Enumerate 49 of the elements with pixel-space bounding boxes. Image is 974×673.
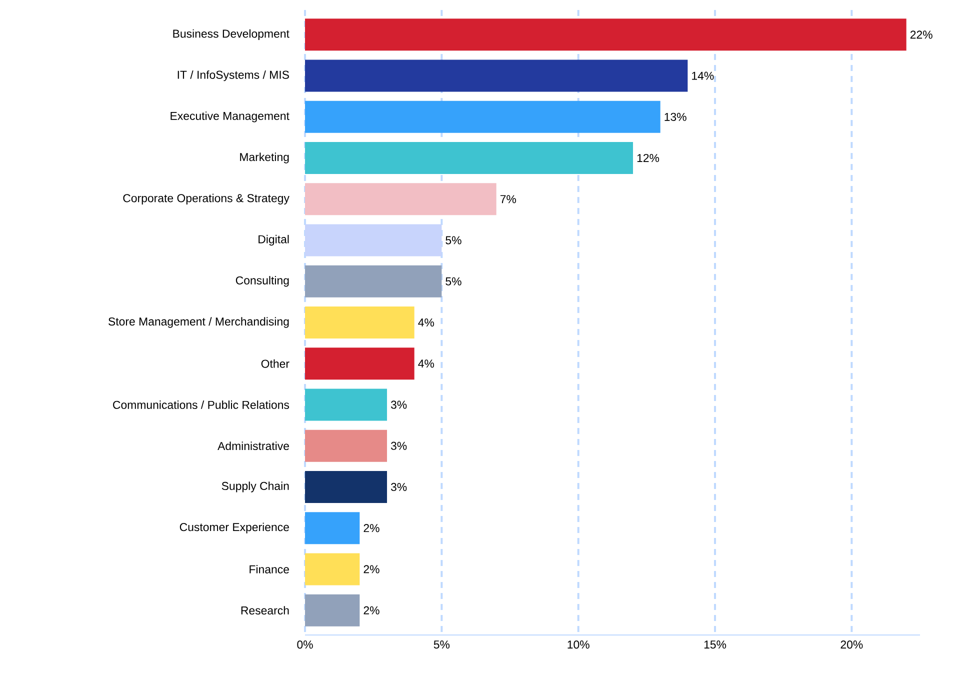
bar bbox=[305, 142, 634, 174]
y-tick-label: Other bbox=[261, 359, 290, 368]
data-label: 3% bbox=[390, 400, 407, 409]
data-label: 22% bbox=[910, 30, 932, 39]
x-tick-label: 10% bbox=[568, 640, 590, 649]
bar bbox=[305, 470, 388, 503]
y-tick-label: Store Management / Merchandising bbox=[108, 317, 289, 328]
data-label: 7% bbox=[500, 195, 516, 204]
y-tick-label: Supply Chain bbox=[222, 482, 289, 492]
data-label: 13% bbox=[664, 112, 686, 121]
data-label: 14% bbox=[692, 72, 714, 80]
bar bbox=[305, 265, 442, 298]
data-label: 5% bbox=[446, 236, 462, 244]
bar bbox=[305, 100, 660, 133]
y-tick-label: Finance bbox=[250, 565, 289, 574]
data-label: 2% bbox=[364, 606, 380, 614]
x-tick-label: 15% bbox=[704, 640, 726, 649]
bar bbox=[305, 594, 360, 626]
y-tick-label: Communications / Public Relations bbox=[113, 400, 290, 409]
data-label: 2% bbox=[364, 565, 380, 574]
y-tick-label: Research bbox=[241, 606, 289, 615]
x-tick-label: 5% bbox=[434, 640, 450, 649]
data-label: 3% bbox=[390, 442, 407, 450]
y-tick-label: Executive Management bbox=[170, 112, 290, 122]
data-label: 4% bbox=[418, 318, 434, 326]
bar bbox=[305, 512, 360, 544]
y-tick-label: Consulting bbox=[236, 276, 289, 287]
bar bbox=[305, 183, 496, 216]
bar bbox=[305, 430, 388, 462]
data-label: 2% bbox=[364, 524, 380, 532]
bar bbox=[305, 18, 906, 51]
y-tick-label: Business Development bbox=[173, 29, 290, 40]
data-label: 12% bbox=[637, 154, 660, 162]
data-label: 4% bbox=[418, 360, 434, 368]
y-tick-label: Customer Experience bbox=[180, 522, 289, 534]
y-tick-label: Corporate Operations & Strategy bbox=[123, 194, 290, 204]
bar bbox=[305, 553, 360, 586]
data-label: 3% bbox=[390, 482, 407, 492]
bar bbox=[305, 60, 688, 92]
y-tick-label: IT / InfoSystems / MIS bbox=[178, 70, 289, 82]
y-tick-label: Marketing bbox=[240, 152, 289, 164]
bar bbox=[305, 348, 414, 380]
x-tick-label: 0% bbox=[297, 640, 313, 649]
y-tick-label: Digital bbox=[258, 234, 289, 246]
y-tick-label: Administrative bbox=[218, 442, 289, 450]
x-tick-label: 20% bbox=[840, 640, 863, 649]
bar bbox=[305, 306, 414, 338]
data-label: 5% bbox=[446, 277, 462, 286]
bar bbox=[305, 388, 388, 421]
